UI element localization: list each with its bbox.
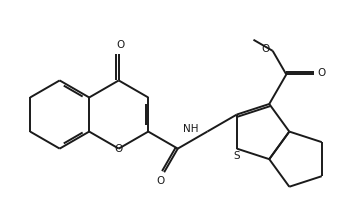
Text: O: O (156, 176, 164, 186)
Text: S: S (233, 151, 240, 161)
Text: O: O (115, 144, 123, 154)
Text: O: O (116, 40, 125, 50)
Text: NH: NH (183, 124, 199, 134)
Text: O: O (318, 68, 326, 78)
Text: O: O (261, 44, 269, 54)
